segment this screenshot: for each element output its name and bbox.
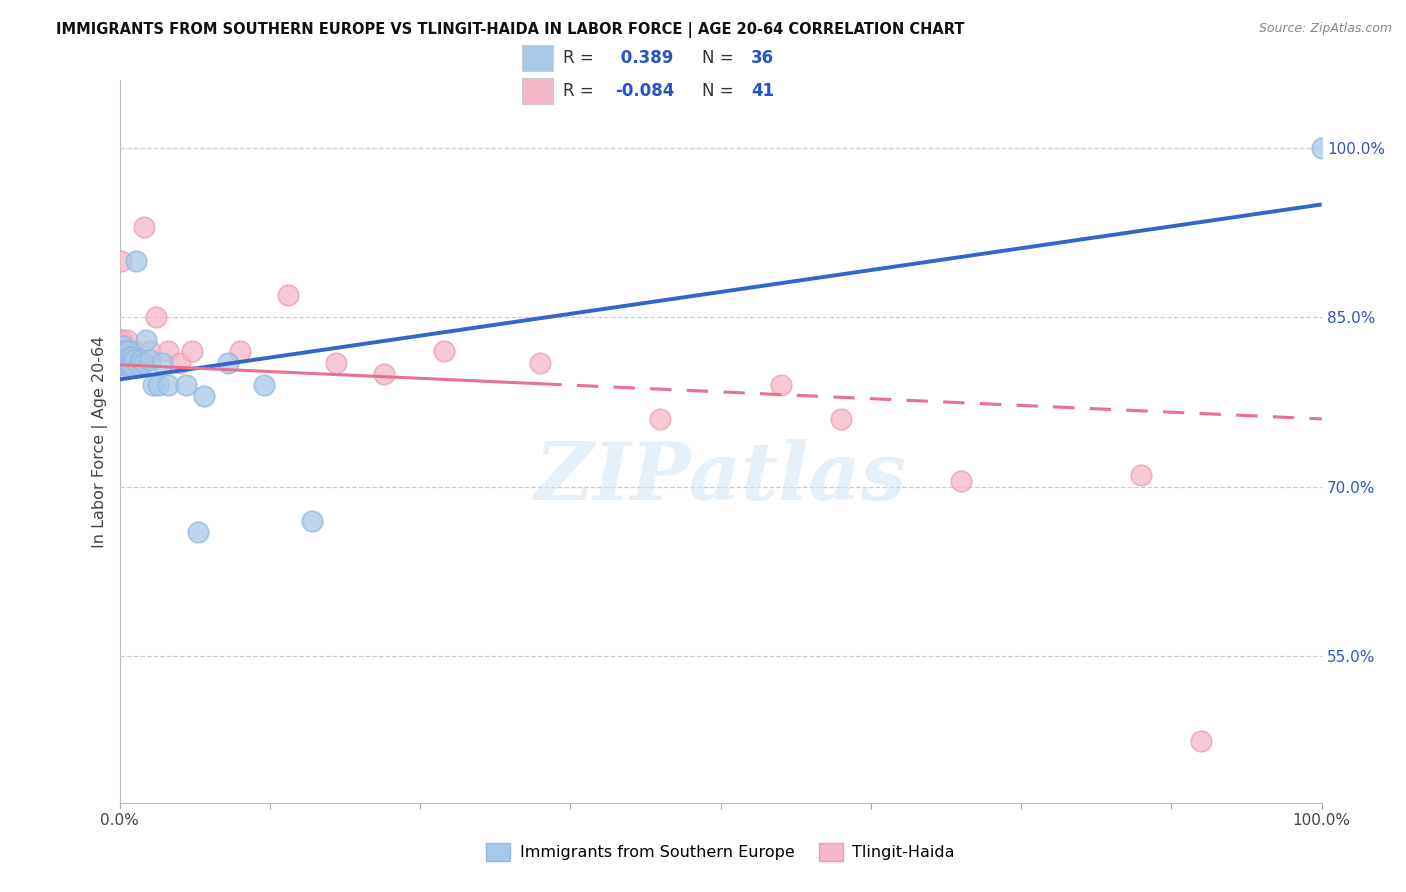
Point <box>433 344 456 359</box>
Point <box>110 344 132 359</box>
Point <box>650 412 672 426</box>
Point <box>277 287 299 301</box>
Point <box>122 346 145 360</box>
Point <box>112 350 135 364</box>
Point <box>132 220 155 235</box>
Y-axis label: In Labor Force | Age 20-64: In Labor Force | Age 20-64 <box>93 335 108 548</box>
Point <box>114 358 136 372</box>
Point <box>114 353 136 368</box>
Point <box>138 344 160 359</box>
Point <box>129 353 152 368</box>
Point <box>142 378 165 392</box>
Point <box>1310 141 1333 155</box>
Point <box>117 344 139 359</box>
Point <box>111 344 134 359</box>
Point <box>121 358 143 372</box>
Point <box>112 338 135 352</box>
Point <box>128 358 150 372</box>
Point <box>301 514 323 528</box>
Point <box>114 344 136 359</box>
Point <box>217 355 239 369</box>
Text: IMMIGRANTS FROM SOUTHERN EUROPE VS TLINGIT-HAIDA IN LABOR FORCE | AGE 20-64 CORR: IMMIGRANTS FROM SOUTHERN EUROPE VS TLING… <box>56 22 965 38</box>
Point <box>150 355 173 369</box>
Legend: Immigrants from Southern Europe, Tlingit-Haida: Immigrants from Southern Europe, Tlingit… <box>479 837 962 867</box>
Text: N =: N = <box>702 82 734 100</box>
Point <box>325 355 347 369</box>
Point <box>156 344 179 359</box>
Point <box>122 353 145 368</box>
Point <box>1130 468 1153 483</box>
Point <box>118 355 141 369</box>
Point <box>146 378 169 392</box>
Point <box>115 333 138 347</box>
Point <box>110 254 132 268</box>
Point <box>115 358 138 372</box>
Point <box>169 355 191 369</box>
Point <box>174 378 197 392</box>
Point <box>138 353 160 368</box>
Point <box>114 350 136 364</box>
Point <box>112 344 135 359</box>
Point <box>124 344 146 359</box>
Point <box>373 367 395 381</box>
Text: 0.389: 0.389 <box>616 49 673 67</box>
Point <box>115 350 138 364</box>
Point <box>193 389 215 403</box>
Point <box>117 346 139 360</box>
Point <box>187 524 209 539</box>
Point <box>112 338 135 352</box>
Point <box>145 310 167 325</box>
Point <box>111 333 134 347</box>
Point <box>949 474 972 488</box>
Point <box>228 344 252 359</box>
Point <box>120 355 142 369</box>
Text: 36: 36 <box>751 49 775 67</box>
Point <box>111 355 134 369</box>
Text: R =: R = <box>562 49 593 67</box>
Point <box>118 350 141 364</box>
Text: R =: R = <box>562 82 593 100</box>
Text: ZIPatlas: ZIPatlas <box>534 439 907 516</box>
Point <box>110 355 132 369</box>
Point <box>112 358 135 372</box>
Point <box>253 378 276 392</box>
Text: N =: N = <box>702 49 734 67</box>
Point <box>117 344 139 359</box>
Point <box>112 350 135 364</box>
Point <box>121 350 143 364</box>
Point <box>180 344 202 359</box>
Point <box>135 333 157 347</box>
Point <box>125 254 148 268</box>
Point <box>112 344 135 359</box>
Point <box>112 358 135 372</box>
Text: 41: 41 <box>751 82 775 100</box>
Point <box>132 355 155 369</box>
Point <box>110 344 132 359</box>
Point <box>529 355 551 369</box>
Point <box>769 378 792 392</box>
Point <box>129 358 152 372</box>
Point <box>830 412 852 426</box>
Text: -0.084: -0.084 <box>616 82 675 100</box>
Point <box>117 355 139 369</box>
FancyBboxPatch shape <box>523 78 554 104</box>
Point <box>127 355 149 369</box>
Point <box>110 333 132 347</box>
Point <box>115 344 138 359</box>
Text: Source: ZipAtlas.com: Source: ZipAtlas.com <box>1258 22 1392 36</box>
Point <box>121 355 143 369</box>
Point <box>156 378 179 392</box>
Point <box>111 350 134 364</box>
Point <box>121 344 143 359</box>
Point <box>1189 733 1212 747</box>
FancyBboxPatch shape <box>523 45 554 70</box>
Point <box>120 350 142 364</box>
